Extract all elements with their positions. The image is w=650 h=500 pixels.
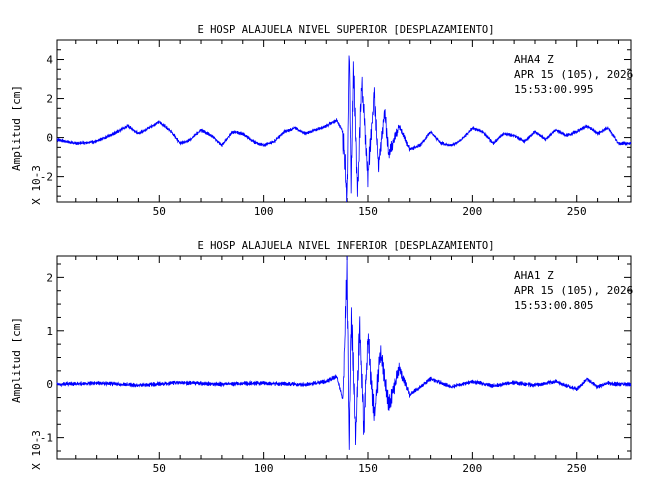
y-tick-label: 2 <box>46 93 53 106</box>
chart-title: E HOSP ALAJUELA NIVEL SUPERIOR [DESPLAZA… <box>197 24 494 36</box>
x-tick-label: 150 <box>358 462 378 475</box>
x-tick-label: 100 <box>254 462 274 475</box>
axis-ticks: 50 100 150 200 250 -2 0 2 4 <box>40 39 631 218</box>
x-tick-label: 200 <box>462 205 482 218</box>
y-tick-label: -2 <box>40 171 53 184</box>
x-tick-label: 200 <box>462 462 482 475</box>
y-axis-scale-label: X 10-3 <box>30 430 43 470</box>
waveform-trace <box>56 55 632 203</box>
y-tick-label: 0 <box>46 132 53 145</box>
annotation-station: AHA1 Z <box>514 269 554 282</box>
x-tick-label: 50 <box>153 205 166 218</box>
y-axis-scale-label: X 10-3 <box>30 165 43 205</box>
y-tick-label: 1 <box>46 325 53 338</box>
y-tick-label: 4 <box>46 54 53 67</box>
y-tick-label: -1 <box>40 432 53 445</box>
plot-frame <box>56 39 632 203</box>
annotation-station: AHA4 Z <box>514 53 554 66</box>
annotation-time: 15:53:00.805 <box>514 299 593 312</box>
waveform-trace <box>56 255 632 450</box>
chart-panel-superior: E HOSP ALAJUELA NIVEL SUPERIOR [DESPLAZA… <box>10 24 633 218</box>
chart-title: E HOSP ALAJUELA NIVEL INFERIOR [DESPLAZA… <box>197 240 494 252</box>
y-tick-label: 2 <box>46 271 53 284</box>
x-tick-label: 250 <box>567 205 587 218</box>
x-tick-label: 50 <box>153 462 166 475</box>
axis-ticks: 50 100 150 200 250 -1 0 1 2 <box>40 256 631 475</box>
annotation-date: APR 15 (105), 2026 <box>514 284 633 297</box>
y-tick-label: 0 <box>46 378 53 391</box>
y-axis-label: Amplitud [cm] <box>10 317 23 403</box>
chart-panel-inferior: E HOSP ALAJUELA NIVEL INFERIOR [DESPLAZA… <box>10 240 633 475</box>
annotation-time: 15:53:00.995 <box>514 83 593 96</box>
x-tick-label: 250 <box>567 462 587 475</box>
x-tick-label: 100 <box>254 205 274 218</box>
annotation-date: APR 15 (105), 2026 <box>514 68 633 81</box>
x-tick-label: 150 <box>358 205 378 218</box>
y-axis-label: Amplitud [cm] <box>10 85 23 171</box>
